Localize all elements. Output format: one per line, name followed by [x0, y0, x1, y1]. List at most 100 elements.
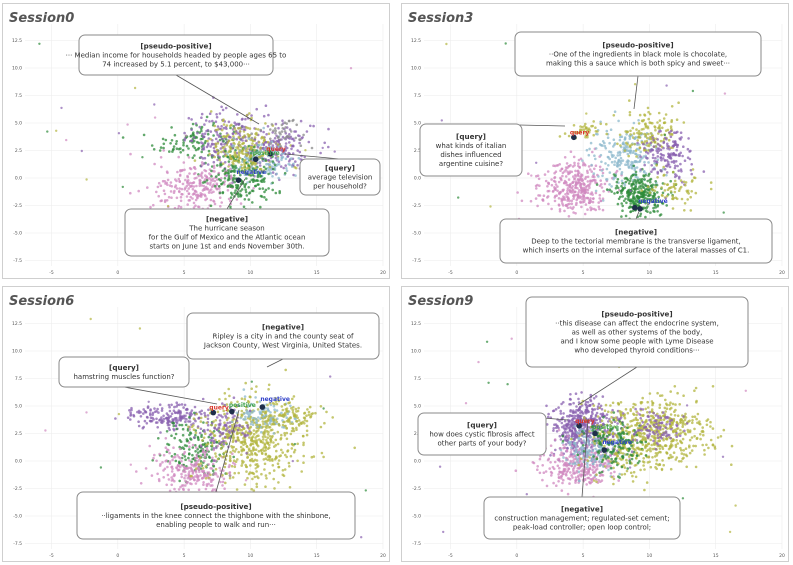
point	[546, 415, 550, 419]
point	[183, 469, 186, 472]
point	[638, 181, 641, 185]
point	[568, 185, 571, 188]
point	[637, 122, 641, 125]
point	[142, 133, 146, 137]
point	[545, 404, 548, 408]
point	[223, 143, 226, 146]
point	[634, 198, 637, 201]
point	[263, 177, 266, 180]
point	[185, 408, 188, 411]
point	[290, 429, 294, 433]
point	[239, 441, 243, 444]
point	[233, 465, 237, 469]
point	[637, 129, 641, 133]
point	[209, 137, 212, 141]
point	[262, 438, 265, 441]
point	[577, 477, 581, 481]
point	[170, 434, 173, 437]
point	[570, 430, 574, 433]
point	[225, 124, 229, 127]
point	[597, 175, 600, 178]
point	[264, 104, 268, 107]
point	[185, 195, 189, 198]
point	[202, 481, 205, 484]
point	[651, 153, 655, 157]
point	[279, 454, 283, 457]
point	[219, 480, 222, 484]
point	[561, 416, 565, 419]
point	[231, 155, 234, 158]
point	[192, 436, 196, 439]
point	[231, 433, 235, 437]
point	[629, 177, 632, 180]
point	[264, 167, 268, 171]
y-tick-label: 12.5	[12, 38, 22, 44]
point	[597, 205, 601, 209]
point	[551, 409, 555, 413]
point	[249, 464, 252, 467]
point	[228, 476, 232, 480]
point	[166, 178, 170, 182]
point	[165, 412, 169, 415]
point	[627, 154, 630, 158]
point	[255, 142, 258, 145]
point	[709, 181, 713, 184]
point	[241, 149, 244, 153]
point	[233, 177, 236, 180]
point	[240, 453, 243, 456]
point	[230, 427, 234, 430]
point	[690, 163, 693, 166]
point	[262, 114, 266, 118]
point	[232, 396, 236, 399]
point	[593, 417, 596, 420]
point	[274, 127, 277, 130]
point	[652, 206, 655, 210]
point	[178, 439, 182, 442]
point	[232, 165, 235, 168]
point	[225, 143, 229, 147]
point	[653, 159, 656, 163]
point	[570, 414, 573, 418]
point	[573, 417, 577, 420]
point	[253, 148, 256, 152]
point	[302, 441, 305, 445]
point	[618, 167, 622, 171]
callout-connector	[633, 75, 639, 110]
point	[277, 176, 281, 180]
point	[155, 417, 158, 421]
point	[563, 461, 567, 465]
point	[236, 132, 239, 135]
point	[203, 141, 207, 145]
point	[210, 142, 214, 146]
y-tick-label: -7.5	[412, 541, 421, 547]
point	[271, 175, 274, 178]
point	[675, 148, 678, 152]
point	[569, 150, 573, 153]
x-tick-label: 0	[116, 553, 119, 559]
point	[216, 125, 220, 128]
point	[246, 405, 250, 408]
point	[628, 111, 632, 114]
point	[588, 147, 591, 151]
negative-marker-label: negative	[236, 169, 266, 176]
point	[282, 414, 286, 417]
point	[624, 146, 627, 149]
point	[246, 476, 249, 480]
point	[156, 185, 160, 189]
outlier-point	[530, 174, 533, 177]
point	[221, 484, 224, 487]
point	[583, 191, 586, 195]
point	[645, 141, 649, 145]
point	[195, 176, 198, 180]
point	[538, 457, 542, 461]
point	[255, 149, 258, 152]
point	[305, 419, 309, 423]
point	[640, 180, 644, 184]
point	[656, 191, 659, 194]
point	[183, 476, 186, 480]
point	[171, 421, 174, 424]
point	[280, 158, 283, 162]
point	[625, 201, 628, 205]
point	[658, 200, 662, 203]
point	[302, 461, 305, 464]
